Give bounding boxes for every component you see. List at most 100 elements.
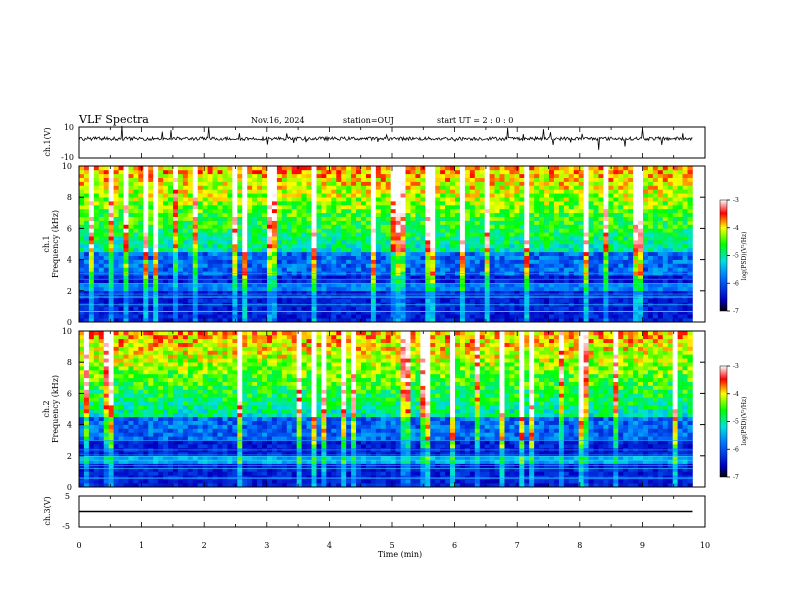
spectrogram-cell [479, 263, 485, 268]
spectrogram-cell [677, 283, 683, 288]
spectrogram-cell [326, 251, 332, 256]
spectrogram-cell [331, 294, 337, 299]
spectrogram-cell [356, 240, 362, 245]
spectrogram-cell [103, 251, 109, 256]
spectrogram-cell [440, 298, 446, 303]
spectrogram-cell [153, 267, 159, 272]
spectrogram-cell [306, 212, 312, 217]
spectrogram-cell [578, 166, 584, 171]
spectrogram-cell [598, 286, 604, 292]
spectrogram-cell [197, 173, 203, 178]
spectrogram-cell [212, 240, 218, 245]
spectrogram-cell [252, 169, 258, 175]
spectrogram-cell [435, 240, 441, 245]
spectrogram-cell [93, 314, 100, 319]
spectrogram-cell [568, 228, 575, 233]
spectrogram-cell [400, 255, 406, 260]
spectrogram-cell [504, 232, 510, 237]
spectrogram-cell [643, 247, 649, 253]
spectrogram-cell [365, 205, 372, 210]
spectrogram-cell [247, 279, 253, 284]
spectrogram-cell [524, 263, 530, 268]
spectrogram-cell [563, 232, 570, 237]
spectrogram-cell [351, 306, 357, 311]
spectrogram-cell [380, 181, 387, 186]
spectrogram-cell [148, 197, 154, 202]
spectrogram-cell [346, 166, 352, 171]
spectrogram-cell [583, 216, 589, 221]
spectrogram-cell [336, 220, 342, 225]
spectrogram-cell [148, 189, 154, 194]
spectrogram-cell [281, 247, 288, 253]
spectrogram-cell [356, 279, 362, 284]
spectrogram-cell [539, 228, 545, 233]
spectrogram-cell [148, 259, 154, 264]
spectrogram-cell [405, 263, 411, 268]
spectrogram-cell [192, 228, 199, 233]
spectrogram-cell [276, 275, 283, 280]
spectrogram-cell [257, 251, 263, 256]
spectrogram-cell [252, 318, 258, 323]
spectrogram-cell [346, 259, 352, 264]
spectrogram-cell [168, 267, 174, 272]
spectrogram-cell [380, 251, 387, 256]
spectrogram-cell [351, 251, 357, 256]
spectrogram-cell [489, 236, 495, 241]
spectrogram-cell [613, 166, 619, 171]
spectrogram-cell [494, 177, 500, 182]
spectrogram-cell [123, 205, 129, 210]
spectrogram-cell [306, 228, 312, 233]
spectrogram-cell [667, 177, 673, 182]
spectrogram-cell [296, 189, 302, 194]
spectrogram-cell [558, 310, 565, 315]
spectrogram-cell [509, 189, 515, 194]
spectrogram-cell [267, 244, 273, 249]
spectrogram-cell [217, 263, 223, 268]
spectrogram-cell [351, 212, 357, 217]
spectrogram-cell [301, 205, 307, 210]
spectrogram-cell [623, 314, 629, 319]
spectrogram-cell [494, 201, 500, 206]
spectrogram-cell [271, 216, 278, 221]
spectrogram-cell [212, 220, 218, 225]
spectrogram-cell [222, 263, 228, 268]
spectrogram-cell [440, 251, 446, 256]
spectrogram-cell [217, 247, 223, 253]
spectrogram-cell [237, 298, 243, 303]
spectrogram-cell [657, 169, 664, 175]
spectrogram-cell [321, 306, 327, 311]
spectrogram-cell [430, 208, 436, 214]
spectrogram-cell [212, 294, 218, 299]
spectrogram-cell [346, 216, 352, 221]
spectrogram-cell [187, 169, 194, 175]
spectrogram-cell [563, 244, 570, 249]
spectrogram-cell [430, 275, 436, 280]
spectrogram-cell [539, 267, 545, 272]
spectrogram-cell [217, 318, 223, 323]
spectrogram-cell [613, 181, 619, 186]
spectrogram-cell [361, 290, 367, 295]
spectrogram-cell [163, 205, 169, 210]
spectrogram-cell [276, 189, 283, 194]
spectrogram-cell [455, 177, 461, 182]
spectrogram-cell [593, 224, 599, 229]
spectrogram-cell [370, 240, 377, 245]
spectrogram-cell [113, 240, 119, 245]
spectrogram-cell [321, 189, 327, 194]
spectrogram-cell [247, 220, 253, 225]
spectrogram-cell [459, 247, 466, 253]
spectrogram-cell [291, 189, 297, 194]
spectrogram-cell [464, 294, 471, 299]
spectrogram-cell [252, 255, 258, 260]
spectrogram-cell [217, 283, 223, 288]
spectrogram-cell [187, 275, 194, 280]
spectrogram-cell [608, 259, 614, 264]
spectrogram-cell [578, 279, 584, 284]
spectrogram-cell [168, 166, 174, 171]
spectrogram-cell [158, 185, 164, 190]
spectrogram-cell [534, 208, 540, 214]
spectrogram-cell [534, 240, 540, 245]
spectrogram-cell [316, 255, 322, 260]
spectrogram-cell [469, 267, 476, 272]
spectrogram-cell [420, 236, 426, 241]
